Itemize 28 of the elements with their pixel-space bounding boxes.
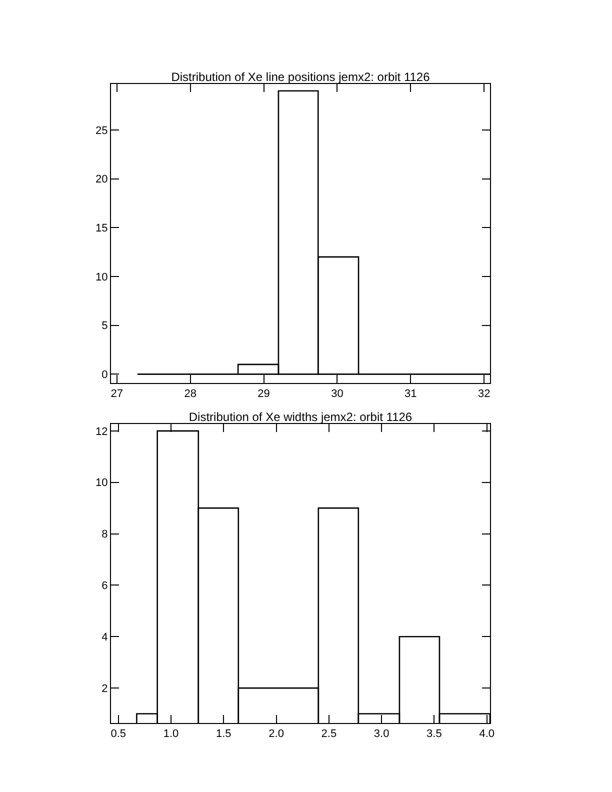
- y-tick-label: 0: [102, 369, 108, 382]
- x-tick-label: 2.0: [268, 728, 284, 740]
- x-tick-label: 29: [258, 388, 270, 400]
- y-tick-label: 6: [102, 580, 108, 592]
- y-tick-label: 12: [96, 426, 108, 438]
- x-tick-label: 31: [404, 388, 417, 400]
- x-tick-label: 3.0: [374, 728, 390, 740]
- y-tick-label: 10: [96, 477, 108, 490]
- x-tick-label: 1.5: [216, 728, 232, 740]
- y-tick-label: 2: [102, 682, 108, 695]
- x-tick-label: 0.5: [110, 728, 126, 740]
- x-tick-label: 27: [110, 388, 124, 400]
- x-tick-label: 3.5: [426, 728, 442, 740]
- y-tick-label: 8: [102, 528, 108, 541]
- chart-title: Distribution of Xe widths jemx2: orbit 1126: [188, 410, 412, 424]
- x-tick-label: 1.0: [163, 728, 179, 740]
- x-tick-label: 4.0: [479, 728, 494, 740]
- y-tick-label: 25: [96, 124, 108, 137]
- x-tick-label: 30: [331, 388, 344, 400]
- y-tick-label: 20: [96, 174, 108, 186]
- x-tick-label: 2.5: [321, 728, 337, 740]
- y-tick-label: 5: [102, 320, 108, 332]
- y-tick-label: 15: [96, 222, 108, 234]
- y-tick-label: 4: [102, 631, 108, 644]
- chart-title: Distribution of Xe line positions jemx2: orbit 1126: [171, 70, 430, 84]
- x-tick-label: 32: [478, 388, 490, 400]
- y-tick-label: 10: [96, 271, 108, 284]
- x-tick-label: 28: [184, 388, 196, 400]
